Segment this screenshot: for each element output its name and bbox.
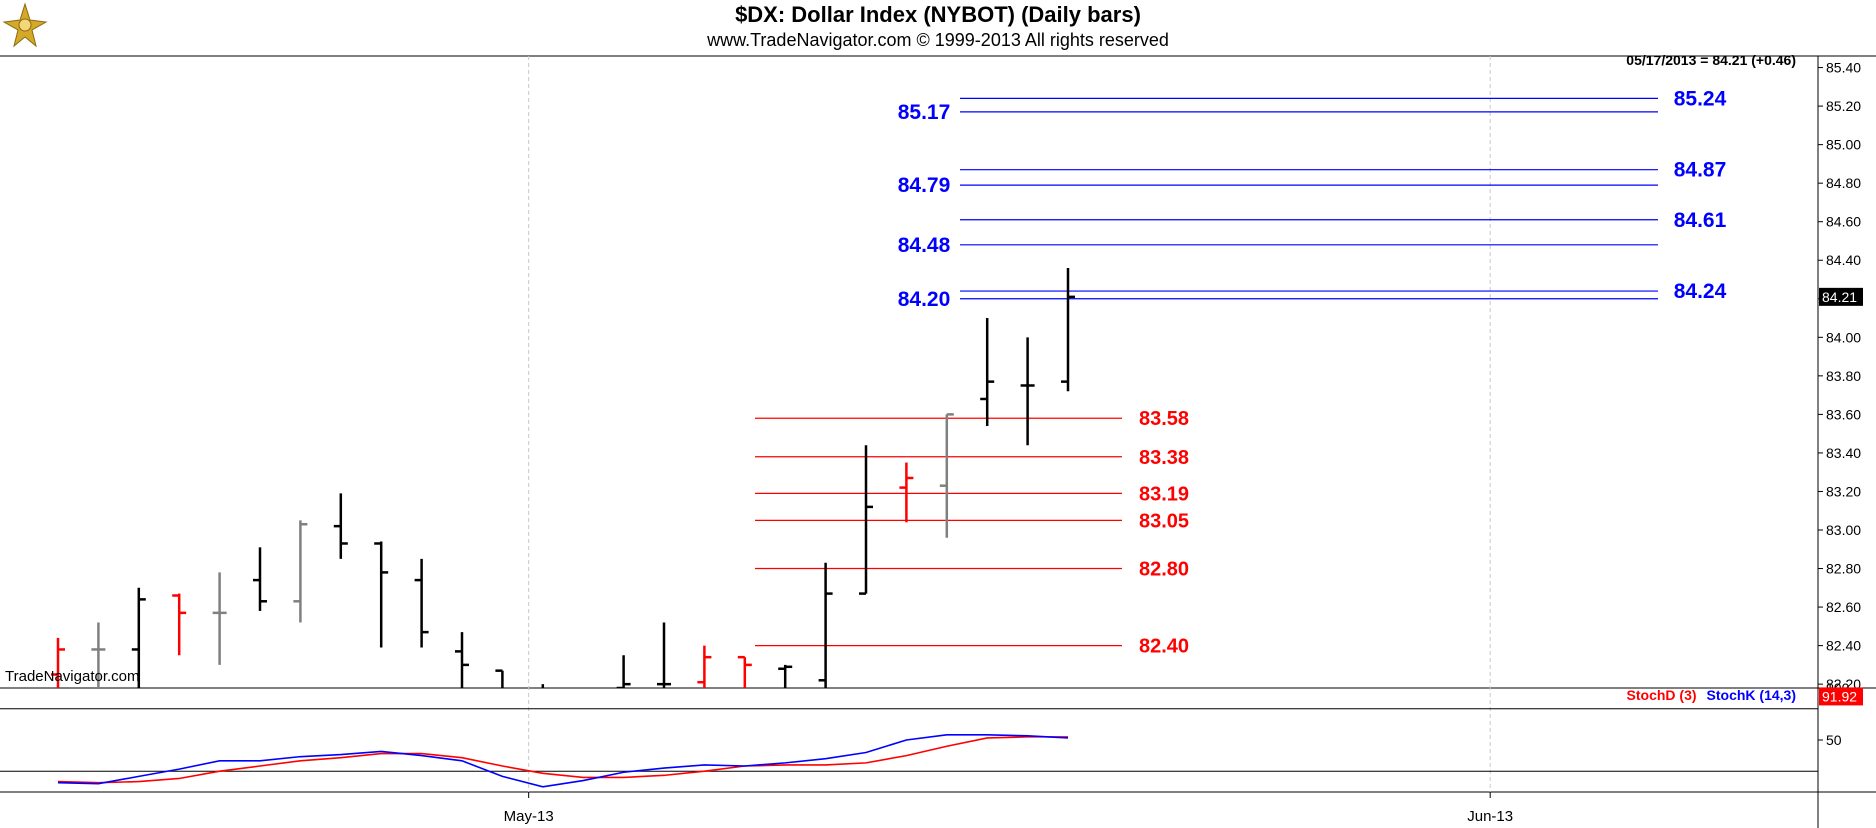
price-axis-tick-label: 83.40	[1826, 445, 1861, 461]
price-axis-tick-label: 84.60	[1826, 214, 1861, 230]
price-axis-tick-label: 84.00	[1826, 329, 1861, 345]
indicator-legend: StochD (3) StochK (14,3)	[1627, 687, 1796, 703]
price-axis-tick-label: 84.40	[1826, 252, 1861, 268]
stoch-series-line	[57, 736, 1068, 784]
ohlc-bar	[818, 562, 833, 688]
price-axis-tick-label: 83.00	[1826, 522, 1861, 538]
support-label: 82.40	[1139, 636, 1189, 658]
ohlc-bar	[778, 664, 793, 688]
ohlc-bar	[737, 655, 752, 688]
resistance-label: 85.17	[898, 101, 951, 124]
support-label: 83.58	[1139, 408, 1189, 430]
price-axis-tick-label: 82.40	[1826, 638, 1861, 654]
ohlc-bar	[657, 622, 671, 688]
resistance-label: 84.24	[1674, 280, 1727, 303]
resistance-label: 84.20	[898, 288, 951, 311]
ohlc-bar	[541, 684, 545, 688]
stoch-value-tag-label: 91.92	[1822, 688, 1857, 704]
ohlc-bar	[980, 318, 995, 426]
resistance-label: 84.48	[898, 234, 951, 257]
stoch-k-legend: StochK (14,3)	[1706, 687, 1796, 703]
ohlc-bar	[1020, 337, 1035, 446]
ohlc-bar	[899, 462, 914, 523]
ohlc-bar	[697, 645, 712, 688]
resistance-label: 85.24	[1674, 87, 1727, 110]
chart-title: $DX: Dollar Index (NYBOT) (Daily bars)	[735, 2, 1141, 27]
ohlc-bar	[576, 688, 590, 703]
ohlc-bar	[1061, 267, 1075, 392]
price-axis-tick-label: 85.40	[1826, 60, 1861, 76]
watermark: TradeNavigator.com	[5, 668, 140, 685]
trade-navigator-logo-icon	[2, 2, 48, 48]
resistance-label: 84.87	[1674, 159, 1727, 182]
price-bars	[51, 267, 1075, 703]
current-price-tag-label: 84.21	[1822, 289, 1857, 305]
ohlc-bar	[51, 637, 65, 688]
ohlc-bar	[414, 558, 429, 648]
price-axis-tick-label: 83.80	[1826, 368, 1861, 384]
ohlc-bar	[374, 541, 389, 648]
price-axis-tick-label: 85.20	[1826, 98, 1861, 114]
ohlc-bar	[939, 413, 954, 538]
support-label: 83.38	[1139, 447, 1189, 469]
ohlc-bar	[616, 655, 631, 688]
resistance-label: 84.79	[898, 174, 951, 197]
ohlc-bar	[212, 572, 227, 665]
level-layer: 85.17 85.24 84.79 84.87 84.48 84.61 84.20 84.24…	[755, 87, 1727, 658]
price-axis-tick-label: 84.80	[1826, 175, 1861, 191]
ohlc-bar	[333, 493, 348, 559]
ohlc-bar	[172, 593, 187, 656]
stoch-value-tag	[1819, 687, 1863, 706]
stoch-series-line	[57, 733, 1069, 788]
price-axis-tick-label: 83.20	[1826, 483, 1861, 499]
support-label: 82.80	[1139, 559, 1189, 581]
grid-layer	[0, 55, 1876, 828]
x-axis-tick-label: Jun-13	[1467, 808, 1513, 825]
axis-layer: 85.40 85.20 85.00 84.80 84.60 84.40 84.20 84.00…	[504, 60, 1863, 825]
stoch-axis-tick-label: 50	[1826, 732, 1842, 748]
price-axis-tick-label: 82.80	[1826, 561, 1861, 577]
ohlc-bar	[455, 632, 469, 688]
copyright-subtitle: www.TradeNavigator.com © 1999-2013 All r…	[707, 30, 1169, 50]
stoch-d-legend: StochD (3)	[1626, 687, 1697, 703]
ohlc-bar	[293, 520, 308, 623]
ohlc-bar	[131, 587, 146, 688]
price-axis-tick-label: 83.60	[1826, 406, 1861, 422]
price-axis-tick-label: 85.00	[1826, 137, 1861, 153]
ohlc-bar	[91, 622, 106, 688]
price-axis-tick-label: 82.60	[1826, 599, 1861, 615]
ohlc-bar	[253, 547, 267, 611]
x-axis-tick-label: May-13	[504, 808, 554, 825]
stochastic-panel	[57, 733, 1069, 788]
ohlc-bar	[859, 445, 873, 595]
support-label: 83.19	[1139, 483, 1189, 505]
current-price-tag	[1819, 287, 1863, 306]
last-quote-label: 05/17/2013 = 84.21 (+0.46)	[1626, 52, 1796, 68]
resistance-label: 84.61	[1674, 209, 1727, 232]
support-label: 83.05	[1139, 510, 1189, 532]
ohlc-bar	[495, 669, 504, 688]
